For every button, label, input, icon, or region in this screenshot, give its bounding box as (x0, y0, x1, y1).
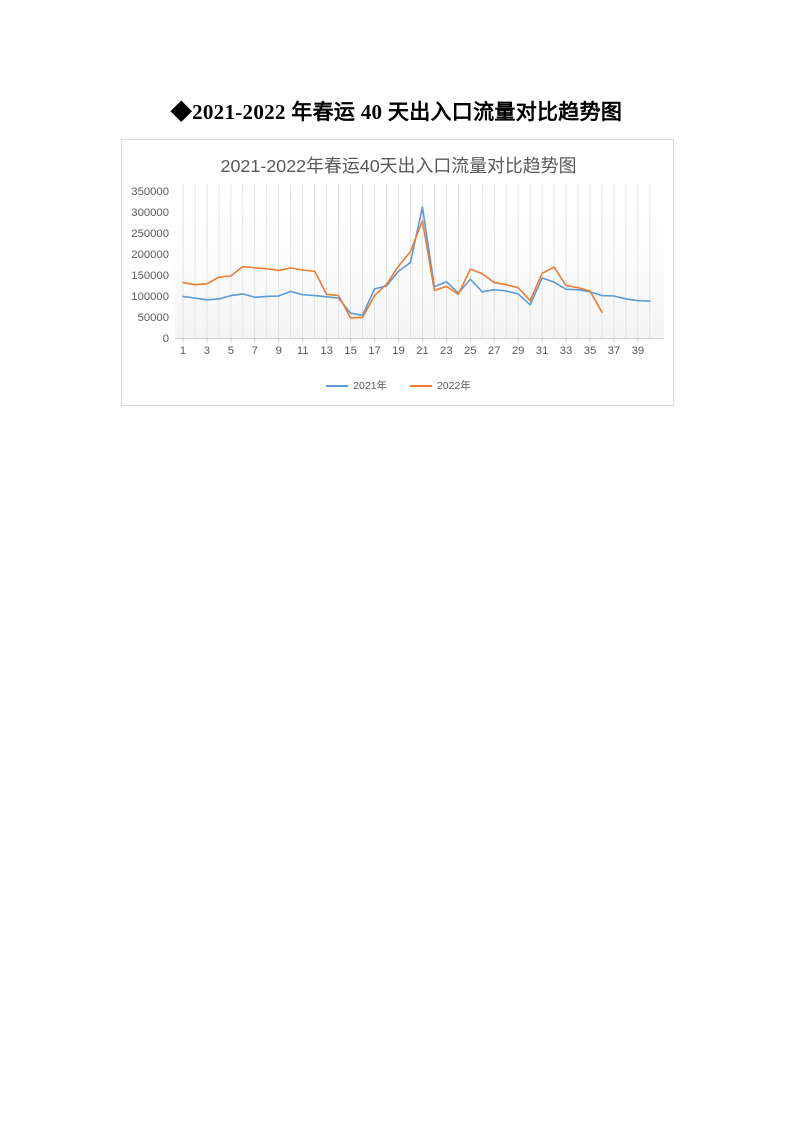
svg-text:11: 11 (297, 345, 309, 357)
svg-text:29: 29 (512, 345, 525, 357)
svg-text:9: 9 (276, 345, 282, 357)
svg-text:150000: 150000 (131, 270, 169, 282)
svg-text:23: 23 (440, 345, 453, 357)
svg-text:19: 19 (392, 345, 405, 357)
svg-text:21: 21 (416, 345, 429, 357)
svg-text:33: 33 (560, 345, 573, 357)
svg-text:250000: 250000 (131, 228, 169, 240)
svg-text:31: 31 (536, 345, 549, 357)
svg-text:27: 27 (488, 345, 501, 357)
svg-text:3: 3 (204, 345, 210, 357)
svg-text:350000: 350000 (131, 186, 169, 198)
svg-text:5: 5 (228, 345, 234, 357)
svg-text:50000: 50000 (138, 312, 169, 324)
svg-text:13: 13 (320, 345, 333, 357)
svg-text:300000: 300000 (131, 207, 169, 219)
svg-text:35: 35 (584, 345, 597, 357)
svg-text:39: 39 (632, 345, 645, 357)
svg-text:17: 17 (368, 345, 381, 357)
svg-text:25: 25 (464, 345, 477, 357)
svg-text:7: 7 (252, 345, 258, 357)
svg-text:0: 0 (163, 333, 169, 345)
svg-text:100000: 100000 (131, 291, 169, 303)
svg-text:1: 1 (180, 345, 186, 357)
svg-text:200000: 200000 (131, 249, 169, 261)
svg-text:37: 37 (608, 345, 621, 357)
svg-text:15: 15 (344, 345, 357, 357)
